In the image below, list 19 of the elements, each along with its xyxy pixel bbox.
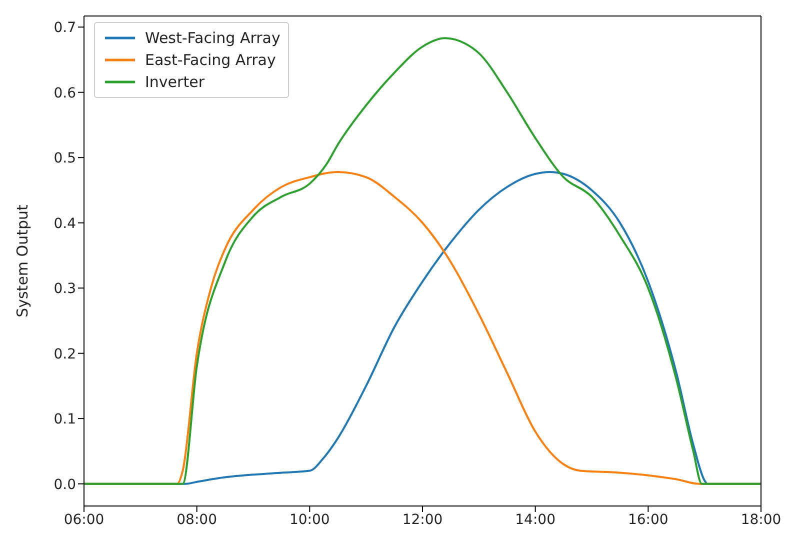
y-tick-label: 0.3 xyxy=(54,281,76,298)
y-tick-label: 0.5 xyxy=(54,150,76,167)
x-tick-label: 06:00 xyxy=(64,512,104,528)
x-tick-label: 08:00 xyxy=(176,512,218,528)
legend-label: West-Facing Array xyxy=(145,28,280,49)
y-tick-label: 0.2 xyxy=(54,346,76,362)
x-tick-label: 18:00 xyxy=(740,512,782,528)
y-tick-label: 0.1 xyxy=(54,412,76,428)
legend-label: Inverter xyxy=(145,72,204,93)
x-tick-label: 12:00 xyxy=(402,512,443,528)
y-axis-title: System Output xyxy=(13,204,32,318)
y-tick-label: 0.7 xyxy=(54,20,76,36)
x-tick-label: 14:00 xyxy=(515,512,556,528)
y-tick-label: 0.6 xyxy=(54,85,76,102)
y-tick-label: 0.4 xyxy=(54,216,76,232)
x-tick-label: 16:00 xyxy=(628,512,668,528)
y-tick-label: 0.0 xyxy=(54,476,76,493)
legend-label: East-Facing Array xyxy=(145,50,276,71)
x-tick-label: 10:00 xyxy=(289,512,330,528)
